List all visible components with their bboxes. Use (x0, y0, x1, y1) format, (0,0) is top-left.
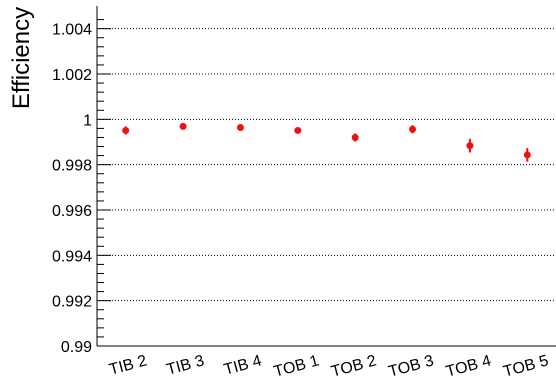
x-tick-label: TIB 2 (107, 352, 148, 378)
data-point (294, 126, 302, 134)
x-tick-label: TIB 4 (222, 352, 263, 378)
y-tick-label: 1.004 (52, 22, 92, 39)
data-point (523, 151, 531, 159)
x-tick-label: TOB 2 (329, 352, 378, 380)
x-tick-label: TOB 1 (272, 352, 321, 380)
x-tick-label: TOB 3 (387, 352, 436, 380)
x-axis-tick-labels: TIB 2 TIB 3 TIB 4 TOB 1 TOB 2 TOB 3 TOB 4 TOB 5 (107, 352, 550, 380)
data-points (122, 122, 531, 162)
data-point (351, 133, 359, 141)
y-tick-label: 0.994 (52, 248, 92, 265)
y-tick-label: 0.996 (52, 203, 92, 220)
data-point (466, 142, 474, 150)
y-tick-label: 0.992 (52, 294, 92, 311)
data-point (236, 123, 244, 131)
x-tick-label: TOB 5 (502, 352, 551, 380)
plot-frame (96, 6, 556, 347)
y-tick-label: 1.002 (52, 67, 92, 84)
grid-lines (97, 28, 556, 302)
y-tick-label: 0.99 (61, 339, 92, 356)
y-axis-ticks: 0.99 0.992 0.994 0.996 0.998 1 1.002 1.004 (52, 19, 111, 356)
y-tick-label: 0.998 (52, 158, 92, 175)
data-point (122, 126, 130, 134)
y-tick-label: 1 (83, 112, 92, 129)
data-point (409, 125, 417, 133)
y-axis-label: Efficiency (8, 7, 35, 109)
x-tick-label: TIB 3 (165, 352, 206, 378)
data-point (179, 122, 187, 130)
x-tick-label: TOB 4 (444, 352, 493, 380)
